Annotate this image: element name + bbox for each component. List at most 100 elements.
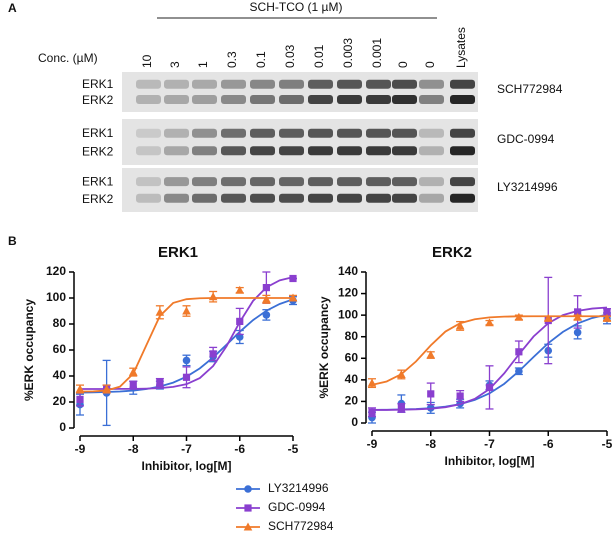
data-point	[262, 284, 270, 292]
data-point	[485, 318, 494, 327]
lane-label: 0.01	[312, 44, 326, 68]
blot-band	[419, 146, 444, 156]
blot-band	[337, 177, 362, 187]
band-label: ERK1	[82, 77, 114, 91]
legend-label: GDC-0994	[268, 500, 326, 514]
x-tick-label: -8	[128, 442, 139, 456]
data-point	[75, 384, 85, 393]
fit-curve	[371, 315, 607, 386]
conc-label: Conc. (µM)	[38, 51, 98, 65]
blot-band	[366, 95, 391, 104]
blot-band	[308, 193, 333, 203]
y-tick-label: 40	[53, 368, 67, 382]
data-point	[543, 313, 553, 322]
blot-band	[221, 95, 246, 104]
lane-label: 0	[423, 61, 437, 68]
data-point	[236, 317, 244, 325]
data-point	[573, 328, 582, 337]
data-point	[602, 313, 612, 322]
blot-band	[250, 95, 275, 104]
legend-label: LY3214996	[268, 481, 329, 495]
y-axis-label: %ERK occupancy	[22, 299, 36, 401]
data-point	[155, 307, 165, 316]
blot-band	[392, 128, 417, 138]
blot-band	[192, 177, 217, 187]
blot-band	[221, 146, 246, 156]
y-axis-label: %ERK occupancy	[317, 296, 331, 398]
blot-band	[279, 79, 304, 89]
blot-band	[392, 146, 417, 156]
lane-label: 0.003	[341, 38, 355, 68]
blot-band	[450, 193, 475, 203]
blot-label: GDC-0994	[497, 132, 555, 146]
blot-band	[308, 128, 333, 138]
blot-band	[450, 95, 475, 104]
lane-label: 0.3	[225, 51, 239, 68]
data-point	[289, 274, 297, 283]
blot-band	[136, 193, 161, 203]
blot-band	[279, 95, 304, 104]
panel-label: B	[8, 234, 17, 248]
blot-band	[392, 193, 417, 203]
blot-band	[279, 146, 304, 156]
data-point	[235, 285, 245, 294]
data-point	[262, 294, 271, 303]
x-axis-label: Inhibitor, log[M]	[142, 459, 232, 473]
legend-marker	[244, 504, 252, 512]
y-tick-label: 80	[53, 316, 67, 330]
y-tick-label: 0	[351, 415, 358, 429]
data-point	[427, 390, 435, 398]
blot-band	[164, 128, 189, 138]
blot-band	[279, 193, 304, 203]
blot-band	[419, 95, 444, 104]
data-point	[426, 350, 436, 359]
data-point	[156, 378, 164, 387]
x-tick-label: -5	[288, 442, 299, 456]
lane-label: 3	[168, 61, 182, 68]
treatment-label: SCH-TCO (1 µM)	[250, 0, 343, 14]
panel-label: A	[8, 1, 17, 15]
blot-band	[279, 128, 304, 138]
blot-band	[366, 177, 391, 187]
data-point	[182, 373, 191, 381]
x-tick-label: -6	[234, 442, 245, 456]
blot-band	[337, 146, 362, 156]
chart-title: ERK2	[432, 244, 472, 261]
blot-band	[279, 177, 304, 187]
blot-band	[164, 79, 189, 89]
data-point	[574, 308, 582, 316]
data-point	[455, 321, 465, 330]
blot-band	[136, 128, 161, 138]
blot-band	[366, 79, 391, 89]
data-point	[514, 312, 524, 321]
data-point	[102, 384, 111, 393]
x-tick-label: -8	[425, 437, 436, 451]
data-point	[129, 381, 137, 389]
chart-title: ERK1	[158, 244, 198, 261]
lane-label: Lysates	[454, 27, 468, 68]
blot-band	[337, 95, 362, 104]
blot-band	[419, 79, 444, 89]
blot-band	[192, 193, 217, 203]
data-point	[397, 404, 405, 412]
y-tick-label: 60	[345, 350, 359, 364]
legend-label: SCH772984	[268, 519, 334, 533]
data-point	[368, 408, 376, 416]
blot-band	[136, 79, 161, 89]
blot-band	[136, 146, 161, 156]
blot-band	[366, 193, 391, 203]
blot-band	[308, 95, 333, 104]
blot-band	[192, 79, 217, 89]
blot-strip	[122, 168, 478, 212]
blot-band	[337, 128, 362, 138]
x-tick-label: -9	[75, 442, 86, 456]
y-tick-label: 20	[53, 394, 67, 408]
data-point	[397, 369, 406, 378]
y-tick-label: 80	[345, 329, 359, 343]
blot-band	[450, 146, 475, 156]
y-tick-label: 40	[345, 372, 359, 386]
x-axis-label: Inhibitor, log[M]	[445, 454, 535, 468]
blot-band	[337, 193, 362, 203]
blot-label: LY3214996	[497, 180, 558, 194]
